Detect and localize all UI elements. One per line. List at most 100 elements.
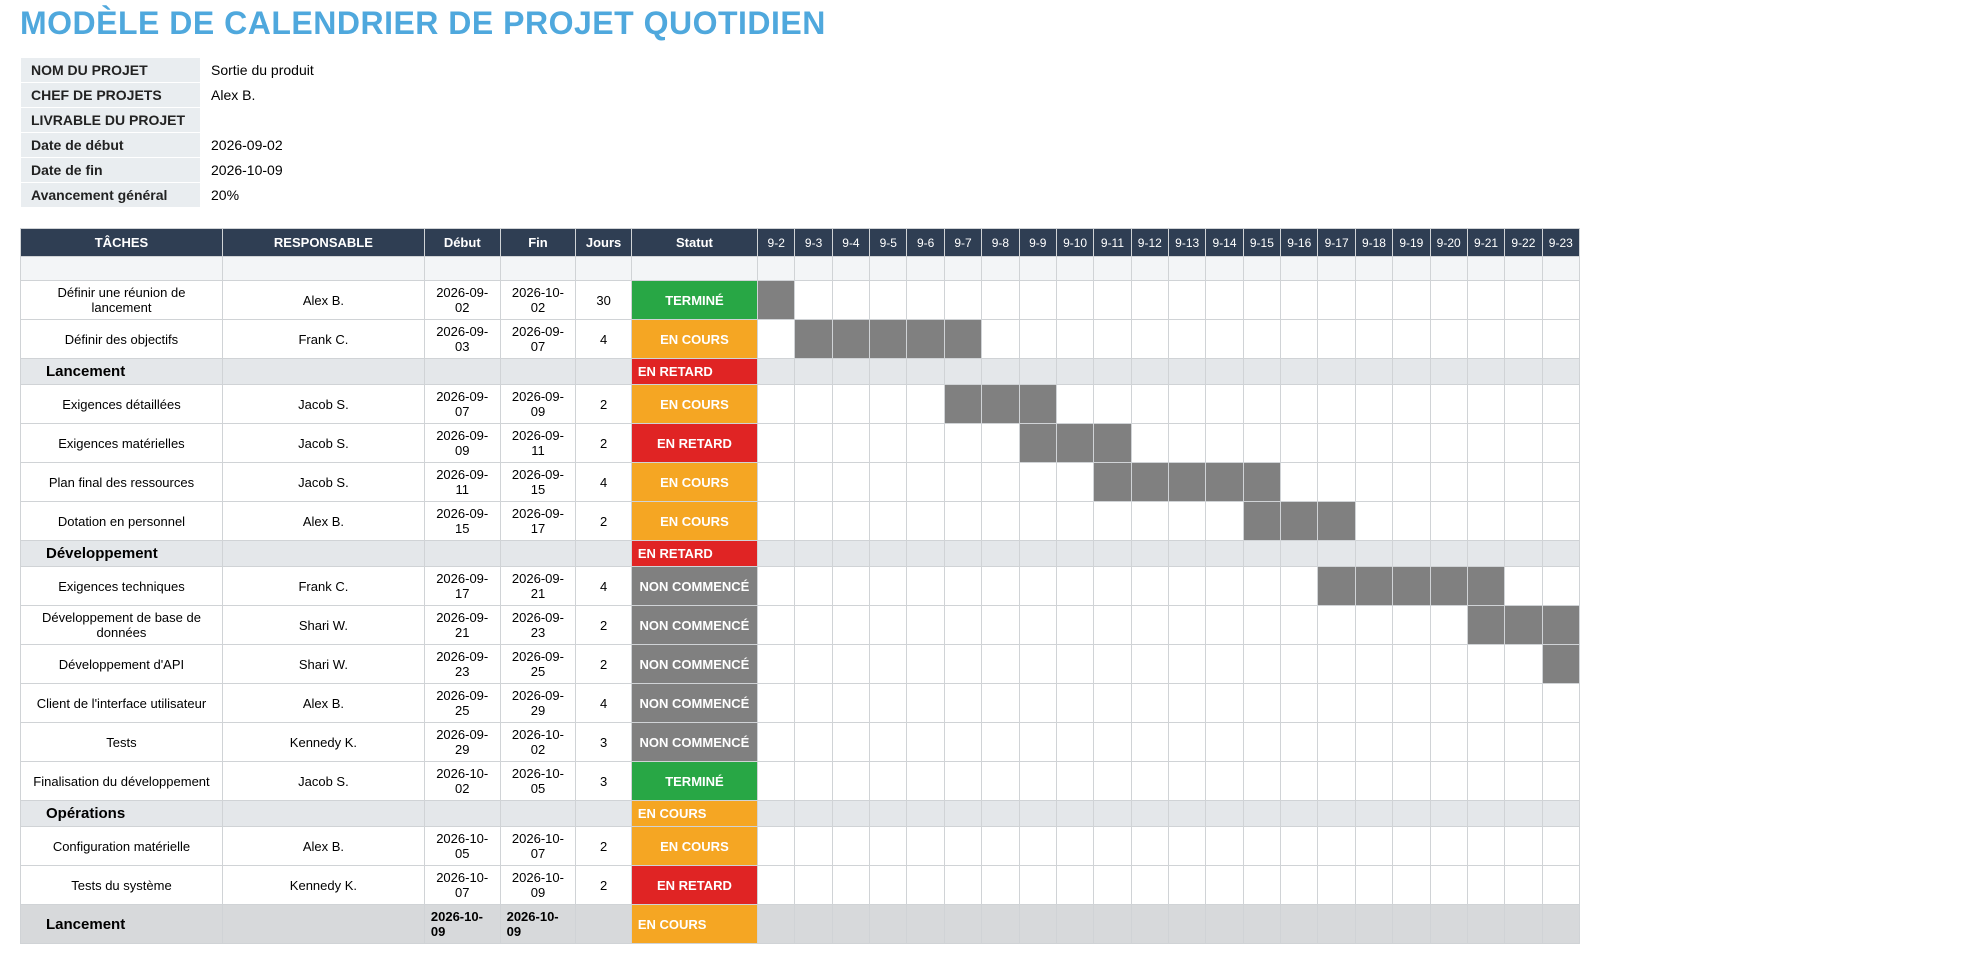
meta-value[interactable]: Alex B. bbox=[201, 83, 421, 108]
task-cell[interactable]: Dotation en personnel bbox=[21, 502, 223, 541]
meta-value[interactable]: 20% bbox=[201, 183, 421, 208]
start-cell[interactable]: 2026-10-07 bbox=[424, 866, 500, 905]
meta-value[interactable]: 2026-09-02 bbox=[201, 133, 421, 158]
start-cell[interactable]: 2026-10-09 bbox=[424, 905, 500, 944]
end-cell[interactable]: 2026-09-23 bbox=[500, 606, 576, 645]
start-cell[interactable]: 2026-09-07 bbox=[424, 385, 500, 424]
end-cell[interactable] bbox=[500, 541, 576, 567]
end-cell[interactable] bbox=[500, 801, 576, 827]
task-cell[interactable]: Opérations bbox=[21, 801, 223, 827]
start-cell[interactable]: 2026-09-23 bbox=[424, 645, 500, 684]
task-cell[interactable]: Client de l'interface utilisateur bbox=[21, 684, 223, 723]
status-cell[interactable]: EN RETARD bbox=[631, 359, 757, 385]
status-cell[interactable]: EN COURS bbox=[631, 385, 757, 424]
start-cell[interactable]: 2026-10-02 bbox=[424, 762, 500, 801]
task-cell[interactable]: Développement de base de données bbox=[21, 606, 223, 645]
status-cell[interactable]: EN COURS bbox=[631, 502, 757, 541]
task-cell[interactable]: Tests du système bbox=[21, 866, 223, 905]
resp-cell[interactable]: Alex B. bbox=[222, 281, 424, 320]
status-cell[interactable]: TERMINÉ bbox=[631, 762, 757, 801]
resp-cell[interactable] bbox=[222, 359, 424, 385]
start-cell[interactable]: 2026-09-21 bbox=[424, 606, 500, 645]
end-cell[interactable]: 2026-09-11 bbox=[500, 424, 576, 463]
end-cell[interactable]: 2026-09-25 bbox=[500, 645, 576, 684]
resp-cell[interactable]: Jacob S. bbox=[222, 463, 424, 502]
days-cell[interactable]: 4 bbox=[576, 567, 632, 606]
start-cell[interactable] bbox=[424, 801, 500, 827]
task-cell[interactable]: Plan final des ressources bbox=[21, 463, 223, 502]
task-cell[interactable]: Exigences détaillées bbox=[21, 385, 223, 424]
start-cell[interactable]: 2026-09-09 bbox=[424, 424, 500, 463]
status-cell[interactable]: TERMINÉ bbox=[631, 281, 757, 320]
meta-value[interactable]: 2026-10-09 bbox=[201, 158, 421, 183]
end-cell[interactable]: 2026-09-29 bbox=[500, 684, 576, 723]
resp-cell[interactable]: Jacob S. bbox=[222, 424, 424, 463]
start-cell[interactable]: 2026-09-29 bbox=[424, 723, 500, 762]
end-cell[interactable]: 2026-10-07 bbox=[500, 827, 576, 866]
start-cell[interactable]: 2026-09-02 bbox=[424, 281, 500, 320]
resp-cell[interactable]: Shari W. bbox=[222, 606, 424, 645]
status-cell[interactable]: EN COURS bbox=[631, 320, 757, 359]
end-cell[interactable]: 2026-09-09 bbox=[500, 385, 576, 424]
days-cell[interactable]: 30 bbox=[576, 281, 632, 320]
end-cell[interactable]: 2026-09-21 bbox=[500, 567, 576, 606]
status-cell[interactable]: EN COURS bbox=[631, 827, 757, 866]
days-cell[interactable] bbox=[576, 541, 632, 567]
resp-cell[interactable]: Kennedy K. bbox=[222, 723, 424, 762]
resp-cell[interactable]: Jacob S. bbox=[222, 762, 424, 801]
days-cell[interactable]: 2 bbox=[576, 385, 632, 424]
status-cell[interactable]: NON COMMENCÉ bbox=[631, 567, 757, 606]
end-cell[interactable]: 2026-09-15 bbox=[500, 463, 576, 502]
resp-cell[interactable] bbox=[222, 541, 424, 567]
status-cell[interactable]: EN RETARD bbox=[631, 424, 757, 463]
resp-cell[interactable]: Frank C. bbox=[222, 320, 424, 359]
status-cell[interactable]: NON COMMENCÉ bbox=[631, 645, 757, 684]
status-cell[interactable]: NON COMMENCÉ bbox=[631, 606, 757, 645]
task-cell[interactable]: Lancement bbox=[21, 359, 223, 385]
task-cell[interactable]: Définir des objectifs bbox=[21, 320, 223, 359]
status-cell[interactable]: EN RETARD bbox=[631, 866, 757, 905]
task-cell[interactable]: Exigences matérielles bbox=[21, 424, 223, 463]
days-cell[interactable]: 3 bbox=[576, 762, 632, 801]
status-cell[interactable]: NON COMMENCÉ bbox=[631, 723, 757, 762]
end-cell[interactable]: 2026-09-07 bbox=[500, 320, 576, 359]
start-cell[interactable]: 2026-09-11 bbox=[424, 463, 500, 502]
meta-value[interactable]: Sortie du produit bbox=[201, 58, 421, 83]
meta-value[interactable] bbox=[201, 108, 421, 133]
start-cell[interactable] bbox=[424, 359, 500, 385]
start-cell[interactable]: 2026-09-17 bbox=[424, 567, 500, 606]
start-cell[interactable]: 2026-09-25 bbox=[424, 684, 500, 723]
resp-cell[interactable]: Kennedy K. bbox=[222, 866, 424, 905]
days-cell[interactable] bbox=[576, 801, 632, 827]
resp-cell[interactable]: Alex B. bbox=[222, 684, 424, 723]
days-cell[interactable]: 4 bbox=[576, 320, 632, 359]
task-cell[interactable]: Développement bbox=[21, 541, 223, 567]
end-cell[interactable]: 2026-10-05 bbox=[500, 762, 576, 801]
days-cell[interactable]: 2 bbox=[576, 866, 632, 905]
days-cell[interactable]: 2 bbox=[576, 645, 632, 684]
status-cell[interactable]: NON COMMENCÉ bbox=[631, 684, 757, 723]
task-cell[interactable]: Exigences techniques bbox=[21, 567, 223, 606]
days-cell[interactable]: 2 bbox=[576, 502, 632, 541]
task-cell[interactable]: Finalisation du développement bbox=[21, 762, 223, 801]
resp-cell[interactable] bbox=[222, 905, 424, 944]
start-cell[interactable]: 2026-10-05 bbox=[424, 827, 500, 866]
start-cell[interactable]: 2026-09-15 bbox=[424, 502, 500, 541]
end-cell[interactable] bbox=[500, 359, 576, 385]
resp-cell[interactable]: Alex B. bbox=[222, 827, 424, 866]
start-cell[interactable] bbox=[424, 541, 500, 567]
days-cell[interactable]: 3 bbox=[576, 723, 632, 762]
end-cell[interactable]: 2026-10-09 bbox=[500, 905, 576, 944]
days-cell[interactable]: 4 bbox=[576, 463, 632, 502]
resp-cell[interactable]: Frank C. bbox=[222, 567, 424, 606]
end-cell[interactable]: 2026-10-02 bbox=[500, 281, 576, 320]
days-cell[interactable]: 2 bbox=[576, 606, 632, 645]
start-cell[interactable]: 2026-09-03 bbox=[424, 320, 500, 359]
resp-cell[interactable] bbox=[222, 801, 424, 827]
end-cell[interactable]: 2026-09-17 bbox=[500, 502, 576, 541]
end-cell[interactable]: 2026-10-09 bbox=[500, 866, 576, 905]
task-cell[interactable]: Configuration matérielle bbox=[21, 827, 223, 866]
status-cell[interactable]: EN RETARD bbox=[631, 541, 757, 567]
days-cell[interactable] bbox=[576, 359, 632, 385]
end-cell[interactable]: 2026-10-02 bbox=[500, 723, 576, 762]
